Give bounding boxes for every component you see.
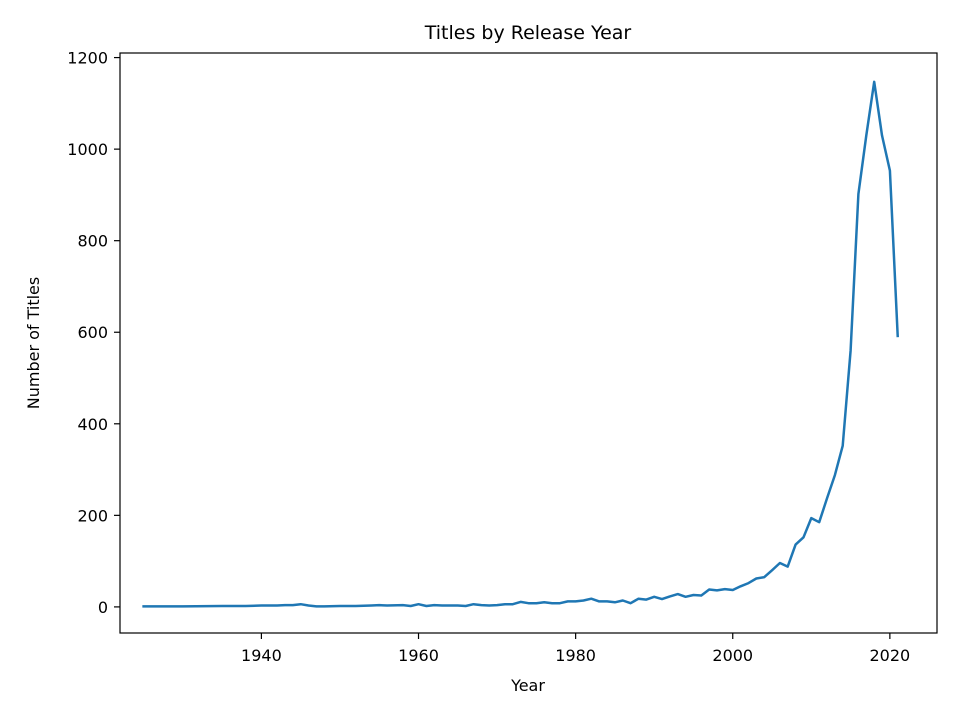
y-tick-label: 1200 <box>67 49 108 68</box>
y-tick-label: 800 <box>77 232 108 251</box>
x-tick-label: 1940 <box>241 646 282 665</box>
y-tick-label: 1000 <box>67 140 108 159</box>
x-tick-label: 2000 <box>712 646 753 665</box>
y-tick-label: 400 <box>77 415 108 434</box>
y-axis-label: Number of Titles <box>24 277 43 410</box>
axes-frame <box>120 53 937 633</box>
x-tick-label: 1960 <box>398 646 439 665</box>
plot-area <box>144 82 898 607</box>
y-tick-label: 600 <box>77 323 108 342</box>
y-axis-ticks: 0 200 400 600 800 1000 1200 <box>67 49 120 617</box>
x-axis-label: Year <box>510 676 545 695</box>
series-line-titles <box>144 82 898 607</box>
x-tick-label: 2020 <box>870 646 911 665</box>
x-axis-ticks: 1940 1960 1980 2000 2020 <box>241 633 910 665</box>
chart-title: Titles by Release Year <box>424 22 632 44</box>
y-tick-label: 200 <box>77 506 108 525</box>
y-tick-label: 0 <box>98 598 108 617</box>
x-tick-label: 1980 <box>555 646 596 665</box>
